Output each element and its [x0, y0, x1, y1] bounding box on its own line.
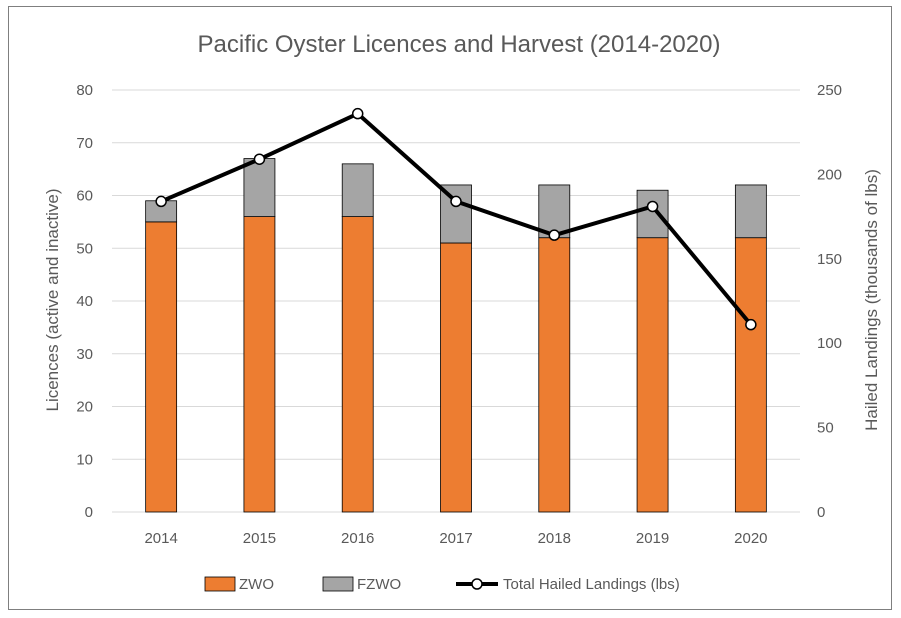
landings-point — [253, 153, 266, 165]
bar-zwo — [734, 237, 767, 513]
x-tick-label: 2018 — [538, 530, 571, 547]
bar-fzwo — [243, 158, 276, 217]
x-tick-label: 2020 — [734, 530, 767, 547]
right-axis-ticks: 0 50 100 150 200 250 — [817, 82, 842, 521]
landings-point — [450, 195, 462, 208]
bar-zwo — [145, 221, 178, 513]
chart-title: Pacific Oyster Licences and Harvest (201… — [198, 31, 721, 58]
legend: ZWO FZWO Total Hailed Landings (lbs) — [204, 576, 680, 593]
left-tick-label: 60 — [76, 188, 93, 205]
right-tick-label: 0 — [817, 504, 825, 521]
landings-point — [351, 107, 364, 120]
landings-point — [548, 229, 561, 241]
left-tick-label: 40 — [76, 293, 93, 310]
legend-label-landings: Total Hailed Landings (lbs) — [503, 576, 680, 593]
legend-label-zwo: ZWO — [239, 576, 274, 593]
x-tick-label: 2014 — [144, 530, 177, 547]
bar-zwo — [636, 237, 669, 513]
right-tick-label: 100 — [817, 335, 842, 352]
bar-fzwo — [341, 163, 374, 218]
legend-marker-landings — [471, 578, 483, 590]
line-series — [155, 107, 757, 331]
left-tick-label: 70 — [76, 135, 93, 152]
right-tick-label: 250 — [817, 82, 842, 99]
bar-zwo — [341, 216, 374, 513]
x-tick-label: 2017 — [439, 530, 472, 547]
bar-zwo — [243, 216, 276, 513]
left-tick-label: 80 — [76, 82, 93, 99]
bar-fzwo — [538, 184, 571, 239]
bar-fzwo — [636, 189, 669, 239]
bar-series — [145, 158, 767, 513]
landings-point — [745, 318, 757, 331]
right-tick-label: 50 — [817, 420, 834, 437]
left-axis-ticks: 0 10 20 30 40 50 60 70 80 — [76, 82, 93, 521]
x-axis-ticks: 2014 2015 2016 2017 2018 2019 2020 — [144, 530, 767, 547]
right-axis-title: Hailed Landings (thousands of lbs) — [862, 169, 881, 431]
right-tick-label: 200 — [817, 166, 842, 183]
right-tick-label: 150 — [817, 251, 842, 268]
left-tick-label: 10 — [76, 451, 93, 468]
bar-zwo — [440, 242, 472, 513]
left-tick-label: 30 — [76, 346, 93, 363]
bar-fzwo — [440, 184, 472, 244]
legend-label-fzwo: FZWO — [357, 576, 401, 593]
x-tick-label: 2016 — [341, 530, 374, 547]
landings-point — [646, 200, 659, 213]
bar-fzwo — [734, 184, 767, 239]
left-tick-label: 20 — [76, 399, 93, 416]
left-tick-label: 50 — [76, 240, 93, 257]
bar-zwo — [538, 237, 571, 513]
legend-swatch-zwo — [204, 576, 236, 592]
landings-point — [155, 195, 167, 208]
left-tick-label: 0 — [85, 504, 93, 521]
x-tick-label: 2019 — [636, 530, 669, 547]
legend-swatch-fzwo — [322, 576, 354, 592]
left-axis-title: Licences (active and inactive) — [43, 188, 62, 411]
x-tick-label: 2015 — [243, 530, 276, 547]
